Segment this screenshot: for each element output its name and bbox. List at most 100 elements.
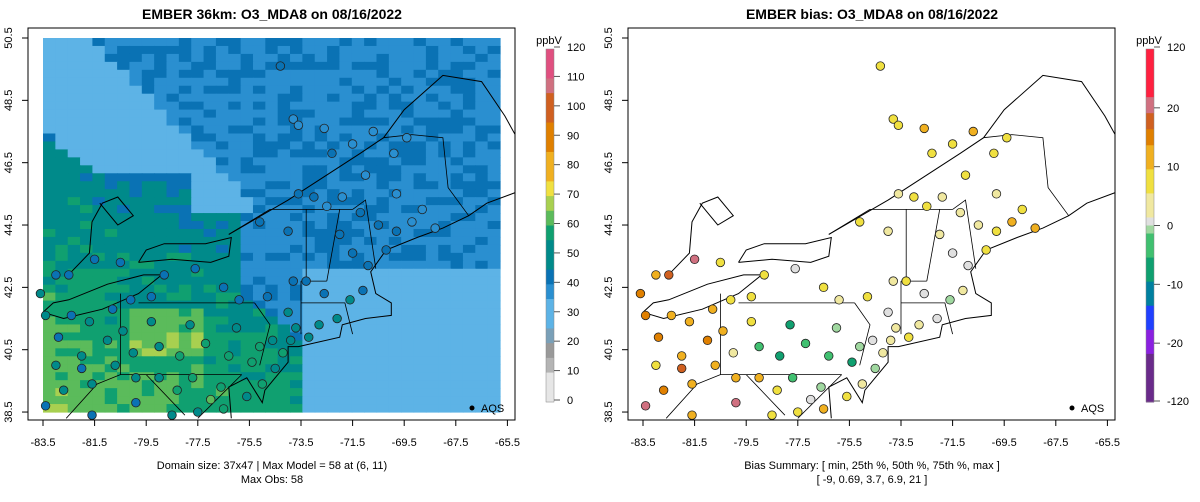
raster-cell: [141, 404, 155, 413]
raster-cell: [80, 77, 94, 87]
station-bias-marker: [960, 170, 971, 180]
raster-cell: [80, 53, 94, 63]
raster-cell: [141, 340, 155, 349]
raster-cell: [203, 53, 217, 63]
colorbar-swatch: [1146, 81, 1154, 90]
raster-cell: [290, 141, 303, 151]
raster-cell: [277, 340, 291, 349]
raster-cell: [43, 356, 56, 365]
raster-cell: [339, 141, 353, 151]
raster-cell: [129, 388, 143, 397]
raster-cell: [277, 173, 291, 182]
raster-cell: [166, 205, 180, 214]
colorbar-swatch: [1146, 73, 1154, 82]
raster-cell: [290, 244, 303, 254]
raster-cell: [475, 260, 489, 270]
raster-cell: [129, 332, 143, 341]
station-bias-marker: [891, 323, 901, 333]
raster-cell: [178, 205, 192, 214]
station-obs-marker: [347, 139, 358, 149]
raster-cell: [43, 228, 56, 238]
colorbar-swatch: [1146, 57, 1154, 66]
raster-cell: [104, 316, 118, 326]
raster-cell: [203, 324, 217, 334]
raster-cell: [351, 260, 365, 270]
raster-cell: [425, 165, 439, 174]
raster-cell: [129, 125, 143, 135]
colorbar-swatch: [1146, 65, 1154, 74]
raster-cell: [401, 276, 415, 286]
colorbar-swatch: [546, 181, 554, 197]
raster-cell: [166, 284, 180, 294]
raster-cell: [240, 117, 254, 127]
raster-cell: [314, 45, 328, 55]
raster-cell: [203, 85, 217, 95]
raster-cell: [265, 236, 279, 246]
station-obs-marker: [301, 276, 311, 286]
axes: -83.5 -81.5 -79.5 -77.5 -75.5 -73.5 -71.5 -69.5…: [3, 27, 520, 449]
raster-cell: [252, 69, 266, 79]
raster-cell: [462, 372, 476, 381]
raster-cell: [178, 236, 192, 246]
raster-cell: [67, 85, 81, 95]
station-obs-marker: [255, 217, 265, 227]
station-obs-marker: [314, 320, 324, 330]
raster-cell: [438, 332, 452, 341]
raster-cell: [327, 101, 341, 111]
raster-cell: [475, 221, 489, 230]
raster-cell: [351, 61, 365, 71]
station-bias-marker: [754, 373, 764, 383]
raster-cell: [104, 109, 118, 119]
raster-cell: [277, 189, 291, 198]
raster-cell: [413, 300, 427, 310]
raster-cell: [55, 165, 69, 174]
raster-cell: [228, 292, 242, 302]
raster-cell: [265, 149, 279, 158]
raster-cell: [265, 244, 279, 254]
raster-cell: [302, 77, 316, 87]
raster-cell: [487, 125, 501, 135]
raster-cell: [438, 93, 452, 103]
raster-cell: [302, 93, 316, 103]
raster-cell: [55, 380, 69, 389]
raster-cell: [166, 197, 180, 206]
raster-cell: [351, 125, 365, 135]
raster-cell: [290, 252, 303, 262]
raster-cell: [117, 45, 131, 55]
station-obs-marker: [242, 391, 252, 402]
colorbar-swatch: [546, 328, 554, 344]
aqs-legend-label: AQS: [481, 403, 504, 415]
raster-cell: [43, 268, 56, 278]
station-bias-marker: [818, 282, 829, 293]
raster-cell: [290, 228, 303, 238]
raster-cell: [191, 324, 205, 334]
lake-erie: [642, 274, 764, 320]
raster-cell: [314, 364, 328, 373]
raster-cell: [351, 396, 365, 405]
raster-cell: [154, 61, 168, 71]
station-obs-marker: [40, 310, 51, 321]
raster-cell: [203, 61, 217, 71]
raster-cell: [487, 260, 501, 270]
raster-cell: [228, 284, 242, 294]
raster-cell: [215, 340, 229, 349]
raster-cell: [104, 244, 118, 254]
raster-cell: [339, 244, 353, 254]
raster-cell: [178, 93, 192, 103]
raster-cell: [339, 340, 353, 349]
raster-cell: [327, 236, 341, 246]
raster-cell: [438, 133, 452, 143]
raster-cell: [166, 356, 180, 365]
raster-cell: [178, 268, 192, 278]
raster-cell: [215, 189, 229, 198]
colorbar-tick-label: 10: [567, 366, 579, 378]
raster-cell: [67, 77, 81, 87]
station-bias-marker: [981, 245, 991, 255]
station-bias-marker: [687, 410, 697, 420]
raster-cell: [80, 109, 94, 119]
station-obs-marker: [89, 254, 100, 265]
raster-cell: [462, 69, 476, 79]
raster-cell: [240, 276, 254, 286]
raster-cell: [141, 364, 155, 373]
raster-cell: [178, 189, 192, 198]
